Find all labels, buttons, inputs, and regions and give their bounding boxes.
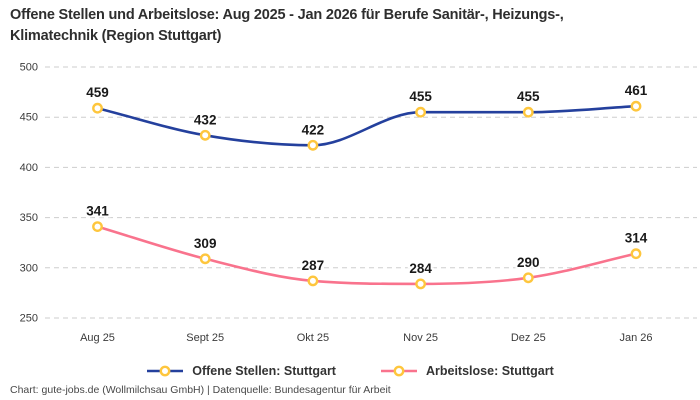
data-point-label: 455 <box>517 89 540 104</box>
data-point-label: 284 <box>409 261 432 276</box>
series-line <box>96 104 638 147</box>
legend-label: Offene Stellen: Stuttgart <box>192 364 336 378</box>
y-tick-label: 400 <box>20 162 38 174</box>
x-tick-label: Sept 25 <box>186 332 224 344</box>
series-line <box>96 225 638 286</box>
data-point-marker[interactable] <box>199 129 211 141</box>
data-point-marker[interactable] <box>92 221 103 233</box>
y-tick-label: 300 <box>20 262 38 274</box>
legend-item: Offene Stellen: Stuttgart <box>146 364 336 378</box>
data-point-label: 341 <box>86 204 109 219</box>
legend-swatch-icon <box>147 365 184 377</box>
data-point-marker[interactable] <box>522 272 534 284</box>
data-point-marker[interactable] <box>522 106 534 118</box>
legend-label: Arbeitslose: Stuttgart <box>425 364 554 378</box>
data-point-label: 432 <box>194 112 217 127</box>
data-point-label: 290 <box>517 255 540 270</box>
data-point-label: 459 <box>86 85 109 100</box>
x-tick-label: Aug 25 <box>80 332 115 344</box>
line-chart-plot-area: 500 450 400 350 300 250 Aug 25 Sept 25 Okt 25 Nov… <box>20 62 697 344</box>
data-point-marker[interactable] <box>307 275 319 287</box>
data-point-label: 287 <box>302 258 325 273</box>
x-tick-label: Okt 25 <box>297 332 329 344</box>
data-point-label: 314 <box>625 231 648 246</box>
chart-legend: Offene Stellen: Stuttgart Arbeitslose: St… <box>0 361 700 381</box>
y-tick-label: 350 <box>20 212 38 224</box>
legend-item: Arbeitslose: Stuttgart <box>380 364 554 378</box>
x-tick-label: Nov 25 <box>403 332 438 344</box>
chart-source-footer: Chart: gute-jobs.de (Wollmilchsau GmbH) … <box>10 384 391 396</box>
data-point-label: 455 <box>409 89 432 104</box>
y-tick-label: 500 <box>20 62 38 74</box>
x-tick-label: Dez 25 <box>511 332 546 344</box>
y-tick-label: 250 <box>20 313 38 325</box>
data-point-marker[interactable] <box>307 139 319 151</box>
data-point-marker[interactable] <box>199 253 211 265</box>
data-point-marker[interactable] <box>630 100 642 112</box>
data-point-marker[interactable] <box>92 102 103 114</box>
data-point-marker[interactable] <box>630 248 642 260</box>
y-tick-label: 450 <box>20 112 38 124</box>
chart-title: Offene Stellen und Arbeitslose: Aug 2025… <box>10 7 564 45</box>
data-point-marker[interactable] <box>415 278 426 290</box>
legend-swatch-icon <box>380 365 417 377</box>
x-tick-label: Jan 26 <box>619 332 652 344</box>
data-point-label: 422 <box>302 122 325 137</box>
data-point-marker[interactable] <box>415 106 426 118</box>
data-point-label: 309 <box>194 236 217 251</box>
data-point-label: 461 <box>625 83 648 98</box>
